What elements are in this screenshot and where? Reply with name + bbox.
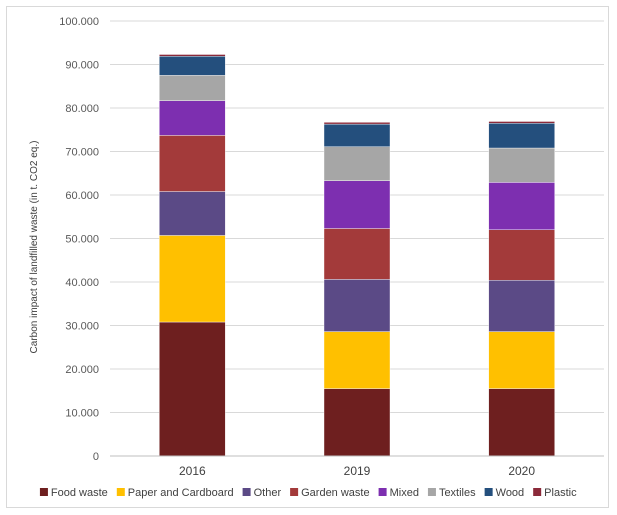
legend-label: Other bbox=[254, 487, 282, 499]
legend-swatch bbox=[378, 488, 387, 496]
x-tick-label: 2020 bbox=[508, 464, 535, 478]
bar-segment-garden-waste bbox=[159, 135, 226, 192]
legend-label: Textiles bbox=[439, 487, 476, 499]
x-axis: 2016 2019 2020 bbox=[110, 455, 604, 478]
bar-segment-mixed bbox=[323, 180, 391, 229]
bar-segment-plastic bbox=[323, 122, 391, 125]
bar-segment-mixed bbox=[159, 100, 226, 136]
legend-label: Garden waste bbox=[301, 487, 369, 499]
bar-segment-plastic bbox=[159, 54, 226, 57]
legend-swatch bbox=[427, 488, 436, 496]
chart-frame: 0 10.000 20.000 30.000 40.000 50.000 60.000 70.… bbox=[6, 6, 609, 508]
bar-segment-garden-waste bbox=[323, 228, 391, 280]
legend-label: Mixed bbox=[390, 487, 419, 499]
bar-segment-food-waste bbox=[159, 321, 226, 457]
legend-label: Plastic bbox=[544, 487, 577, 499]
bar-segment-other bbox=[159, 191, 226, 236]
stacked-bar-chart: 0 10.000 20.000 30.000 40.000 50.000 60.000 70.… bbox=[29, 16, 604, 499]
bar-segment-garden-waste bbox=[488, 229, 555, 281]
legend-swatch bbox=[116, 488, 125, 496]
x-tick-label: 2019 bbox=[344, 464, 371, 478]
x-tick-label: 2016 bbox=[179, 464, 206, 478]
bar-segment-wood bbox=[159, 56, 226, 76]
bars bbox=[159, 54, 555, 457]
legend: Food waste Paper and Cardboard Other Garden… bbox=[39, 487, 577, 499]
legend-swatch bbox=[39, 488, 48, 496]
bar-segment-mixed bbox=[488, 182, 555, 230]
legend-swatch bbox=[533, 488, 542, 496]
y-tick-label: 0 bbox=[93, 451, 99, 463]
bar-segment-plastic bbox=[488, 121, 555, 124]
y-tick-label: 10.000 bbox=[65, 408, 99, 420]
bar-segment-textiles bbox=[488, 147, 555, 183]
legend-swatch bbox=[484, 488, 493, 496]
bar-segment-textiles bbox=[323, 146, 391, 181]
y-axis-ticks: 0 10.000 20.000 30.000 40.000 50.000 60.000 70.… bbox=[59, 16, 99, 463]
y-tick-label: 40.000 bbox=[65, 277, 99, 289]
y-axis-label: Carbon impact of landfilled waste (in t.… bbox=[29, 141, 40, 354]
bar-segment-wood bbox=[323, 123, 391, 147]
bar-segment-wood bbox=[488, 123, 555, 149]
y-tick-label: 80.000 bbox=[65, 103, 99, 115]
legend-label: Wood bbox=[496, 487, 525, 499]
y-tick-label: 30.000 bbox=[65, 321, 99, 333]
y-tick-label: 70.000 bbox=[65, 147, 99, 159]
y-tick-label: 60.000 bbox=[65, 190, 99, 202]
legend-label: Paper and Cardboard bbox=[128, 487, 234, 499]
bar-segment-other bbox=[323, 279, 391, 332]
y-tick-label: 100.000 bbox=[59, 16, 99, 28]
bar-segment-paper-and-cardboard bbox=[159, 235, 226, 323]
bar-segment-paper-and-cardboard bbox=[488, 331, 555, 389]
y-tick-label: 20.000 bbox=[65, 364, 99, 376]
bar-segment-food-waste bbox=[488, 388, 555, 457]
bar-segment-food-waste bbox=[323, 388, 391, 457]
bar-segment-other bbox=[488, 280, 555, 332]
y-tick-label: 90.000 bbox=[65, 60, 99, 72]
bar-segment-textiles bbox=[159, 75, 226, 101]
y-tick-label: 50.000 bbox=[65, 234, 99, 246]
legend-swatch bbox=[242, 488, 251, 496]
bar-segment-paper-and-cardboard bbox=[323, 331, 391, 389]
legend-swatch bbox=[290, 488, 299, 496]
legend-label: Food waste bbox=[51, 487, 108, 499]
